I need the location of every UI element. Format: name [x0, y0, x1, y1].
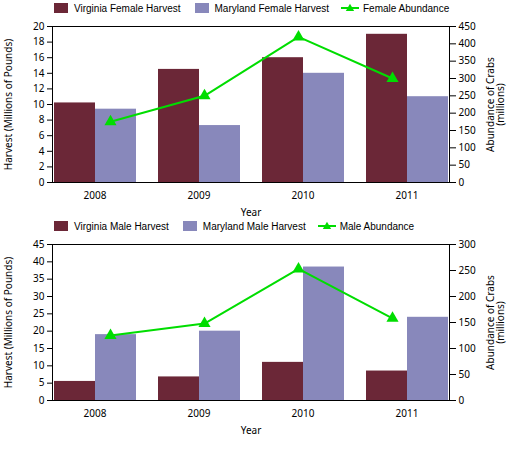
- svg-text:150: 150: [459, 315, 476, 329]
- html-text:Virginia Female Harvest: Virginia Female Harvest: [74, 2, 181, 14]
- svg-text:35: 35: [33, 271, 45, 285]
- svg-text:Abundance of Crabs(millions): Abundance of Crabs(millions): [483, 275, 507, 370]
- svg-text:2011: 2011: [396, 406, 419, 420]
- svg-text:2008: 2008: [84, 406, 107, 420]
- svg-text:300: 300: [459, 237, 476, 251]
- svg-text:2009: 2009: [188, 406, 211, 420]
- svg-text:Year: Year: [241, 205, 262, 219]
- svg-text:12: 12: [33, 81, 45, 95]
- html-text:Male Abundance: Male Abundance: [339, 220, 415, 232]
- svg-text:2008: 2008: [84, 188, 107, 202]
- svg-text:2009: 2009: [188, 188, 211, 202]
- svg-text:30: 30: [33, 289, 45, 303]
- svg-text:2011: 2011: [396, 188, 419, 202]
- svg-text:2010: 2010: [292, 406, 315, 420]
- html-text:Maryland Female Harvest: Maryland Female Harvest: [214, 2, 329, 14]
- svg-text:0: 0: [39, 175, 45, 189]
- svg-text:350: 350: [459, 53, 476, 67]
- svg-text:40: 40: [33, 254, 45, 268]
- svg-text:16: 16: [33, 50, 45, 64]
- svg-text:15: 15: [33, 341, 45, 355]
- html-text:Virginia Male Harvest: Virginia Male Harvest: [74, 220, 169, 232]
- svg-text:200: 200: [459, 289, 476, 303]
- svg-text:250: 250: [459, 88, 476, 102]
- svg-text:100: 100: [459, 140, 476, 154]
- svg-text:450: 450: [459, 19, 476, 33]
- svg-text:Harvest (Millions of Pounds): Harvest (Millions of Pounds): [1, 39, 15, 170]
- svg-text:0: 0: [459, 175, 465, 189]
- svg-text:200: 200: [459, 105, 476, 119]
- svg-text:0: 0: [39, 393, 45, 407]
- svg-text:0: 0: [459, 393, 465, 407]
- svg-text:150: 150: [459, 123, 476, 137]
- html-text:Maryland Male Harvest: Maryland Male Harvest: [202, 220, 306, 232]
- svg-text:400: 400: [459, 36, 476, 50]
- svg-text:Abundance of Crabs(millions): Abundance of Crabs(millions): [483, 57, 507, 152]
- svg-text:2010: 2010: [292, 188, 315, 202]
- svg-text:100: 100: [459, 341, 476, 355]
- svg-text:6: 6: [39, 128, 45, 142]
- svg-text:8: 8: [39, 112, 45, 126]
- svg-text:5: 5: [39, 375, 45, 389]
- svg-text:10: 10: [33, 358, 45, 372]
- svg-text:18: 18: [33, 34, 45, 48]
- svg-text:2: 2: [39, 159, 45, 173]
- svg-text:Harvest (Millions of Pounds): Harvest (Millions of Pounds): [1, 257, 15, 388]
- html-text:Female Abundance: Female Abundance: [363, 2, 450, 14]
- svg-text:50: 50: [459, 367, 471, 381]
- svg-text:45: 45: [33, 237, 45, 251]
- svg-text:300: 300: [459, 71, 476, 85]
- svg-text:4: 4: [39, 144, 45, 158]
- svg-text:10: 10: [33, 97, 45, 111]
- svg-text:25: 25: [33, 306, 45, 320]
- svg-text:20: 20: [33, 323, 45, 337]
- svg-text:250: 250: [459, 263, 476, 277]
- svg-text:Year: Year: [241, 423, 262, 437]
- svg-text:20: 20: [33, 19, 45, 33]
- svg-text:14: 14: [33, 66, 45, 80]
- svg-text:50: 50: [459, 157, 471, 171]
